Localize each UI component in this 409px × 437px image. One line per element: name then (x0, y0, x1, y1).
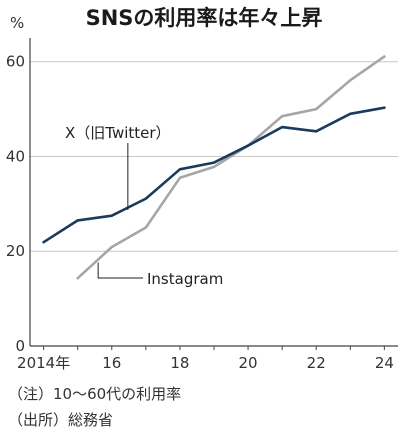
data-point (213, 161, 215, 164)
gridlines (30, 61, 398, 347)
x-tick-label: 22 (307, 354, 326, 372)
chart-note: （注）10～60代の利用率 (8, 385, 181, 403)
x-tick-label: 18 (170, 354, 189, 372)
data-point (383, 106, 386, 109)
data-point (281, 126, 283, 128)
data-point (213, 166, 215, 168)
chart-source: （出所）総務省 (8, 411, 113, 429)
leader-line-instagram (97, 262, 143, 279)
series-label-instagram: Instagram (147, 270, 223, 288)
y-tick-label: 40 (6, 147, 25, 165)
y-tick-label: 60 (6, 53, 25, 71)
x-tick-label: 2014年 (17, 354, 70, 372)
y-unit-label: % (10, 14, 24, 32)
chart-title: SNSの利用率は年々上昇 (86, 6, 323, 30)
series-line-instagram (76, 55, 386, 280)
data-point (315, 108, 318, 110)
data-point (383, 55, 386, 58)
data-point (145, 226, 147, 229)
series-label-x-twitter: X（旧Twitter） (65, 124, 171, 142)
data-point (42, 241, 45, 243)
data-point (349, 113, 352, 115)
data-point (315, 130, 318, 133)
series-lines (42, 55, 386, 280)
data-point (76, 277, 79, 280)
data-point (247, 144, 249, 147)
data-point (281, 115, 283, 117)
x-tick-label: 24 (375, 354, 394, 372)
data-point (349, 79, 352, 81)
x-tick-label: 20 (239, 354, 258, 372)
x-tick-label: 16 (102, 354, 121, 372)
series-labels: X（旧Twitter） Instagram (65, 124, 223, 288)
y-tick-label: 0 (15, 337, 25, 355)
data-point (111, 214, 113, 217)
data-point (179, 177, 181, 179)
y-tick-label: 20 (6, 242, 25, 260)
data-point (179, 168, 181, 171)
data-point (145, 197, 147, 200)
data-point (76, 219, 79, 222)
axes: 0 20 40 60 2014年 16 18 20 22 24 (6, 38, 394, 372)
data-point (111, 246, 113, 248)
